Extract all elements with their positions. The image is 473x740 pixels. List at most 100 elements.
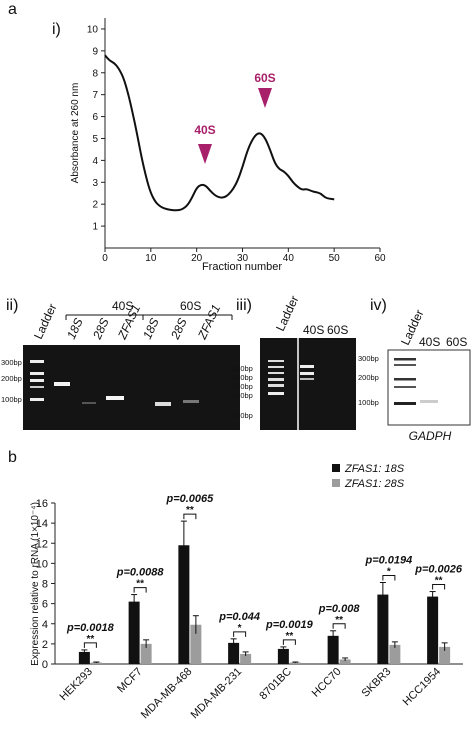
bar-y-tick-label: 16 (36, 498, 48, 510)
gel-ii-marker-300: 300bp (1, 358, 22, 367)
significance-bracket (332, 623, 346, 629)
bar-28s (439, 646, 451, 664)
bar-28s (140, 643, 152, 664)
profile-y-tick-label: 3 (92, 178, 98, 189)
gel-ii-group-60s: 60S (180, 299, 201, 313)
gel-iii-marker-300: 300bp (232, 382, 253, 391)
significance-stars: ** (435, 576, 443, 587)
gel-iv-marker-200: 200bp (358, 373, 379, 382)
bar-y-tick-label: 14 (36, 518, 48, 530)
profile-x-tick-label: 60 (374, 253, 386, 264)
category-label: SKBR3 (359, 666, 393, 700)
legend-label-28s: ZFAS1: 28S (344, 478, 405, 490)
gel-ii-marker-200: 200bp (1, 374, 22, 383)
gel-iv-marker-300: 300bp (358, 354, 379, 363)
gel-ii-marker-100: 100bp (1, 395, 22, 404)
gel-ii (23, 345, 240, 430)
bar-18s (178, 545, 190, 664)
legend-swatch-18s (332, 464, 340, 472)
significance-stars: * (238, 623, 242, 634)
gel-iii-lane-60s: 60S (327, 323, 348, 337)
p-value-label: p=0.0088 (116, 567, 165, 579)
peak-40s-label: 40S (194, 123, 215, 137)
significance-bracket (183, 513, 197, 520)
significance-stars: ** (186, 505, 194, 516)
gel-iii-marker-400: 400bp (232, 373, 253, 382)
profile-y-tick-label: 6 (92, 112, 98, 123)
significance-bracket (282, 639, 296, 645)
gel-ii-lane-28s-40: 28S (90, 316, 112, 342)
profile-x-tick-label: 50 (329, 253, 341, 264)
gel-iii-lane-ladder: Ladder (273, 293, 301, 333)
significance-stars: ** (335, 615, 343, 626)
gel-ii-group-40s: 40S (112, 299, 133, 313)
profile-x-tick-label: 20 (191, 253, 203, 264)
gel-iv-marker-100: 100bp (358, 398, 379, 407)
bar-28s (289, 662, 301, 664)
category-label: MDA-MB-468 (139, 666, 195, 722)
p-value-label: p=0.044 (218, 611, 260, 623)
p-value-label: p=0.0194 (364, 554, 412, 566)
category-label: MCF7 (115, 666, 145, 696)
gel-ii-bands (30, 360, 199, 406)
significance-bracket (233, 631, 247, 637)
profile-y-tick-label: 10 (87, 24, 99, 35)
profile-x-ticks: 0 10 20 30 40 50 60 (102, 248, 386, 264)
bar-axes (54, 503, 463, 665)
significance-stars: ** (86, 634, 94, 645)
bar-chart-marks: **p=0.0018**p=0.0088**p=0.0065*p=0.044**… (66, 493, 463, 664)
bar-18s (427, 596, 439, 664)
profile-y-ticks: 1 2 3 4 5 6 7 8 9 10 (87, 24, 105, 233)
bar-18s (277, 648, 289, 664)
bar-28s (190, 624, 202, 664)
gel-iii-bands (268, 360, 314, 395)
profile-y-tick-label: 1 (92, 222, 98, 233)
category-label: HCC1954 (401, 666, 444, 709)
profile-y-tick-label: 4 (92, 156, 98, 167)
bar-y-axis-label: Expression relative to rRNA (1×10⁻⁴) (30, 502, 41, 666)
gel-iii-lane-40s: 40S (303, 323, 324, 337)
absorbance-curve (104, 54, 335, 212)
panel-a-label: a (8, 1, 17, 18)
bar-18s (228, 642, 240, 664)
peak-60s-label: 60S (254, 71, 275, 85)
profile-x-tick-label: 10 (145, 253, 157, 264)
peak-60s-arrow-icon (258, 88, 272, 108)
p-value-label: p=0.0065 (165, 493, 214, 505)
bar-y-tick-label: 4 (42, 619, 48, 631)
p-value-label: p=0.0019 (265, 619, 314, 631)
panel-a-iii-label: iii) (236, 297, 252, 314)
profile-axes (104, 18, 380, 249)
bar-legend: ZFAS1: 18S ZFAS1: 28S (332, 463, 405, 490)
profile-x-axis-label: Fraction number (202, 261, 282, 273)
panel-b-label: b (8, 449, 17, 466)
gel-iii-marker-500: 500bp (232, 364, 253, 373)
significance-bracket (432, 584, 446, 590)
gel-iv-bands (394, 358, 438, 405)
profile-x-tick-label: 40 (283, 253, 295, 264)
gel-iv-lane-40s: 40S (419, 335, 440, 349)
panel-a-iv-label: iv) (370, 297, 387, 314)
profile-y-tick-label: 9 (92, 46, 98, 57)
category-label: HCC70 (310, 666, 344, 700)
gel-iii-marker-100: 100bp (232, 411, 253, 420)
profile-y-tick-label: 2 (92, 200, 98, 211)
bar-y-tick-label: 0 (42, 659, 48, 671)
profile-y-tick-label: 8 (92, 68, 98, 79)
significance-bracket (382, 574, 396, 581)
significance-stars: * (387, 566, 391, 577)
significance-bracket (133, 587, 147, 593)
bar-28s (339, 659, 351, 664)
profile-y-tick-label: 5 (92, 134, 98, 145)
category-label: MDA-MB-231 (189, 666, 245, 722)
gel-ii-lane-28s-60: 28S (168, 316, 190, 342)
significance-stars: ** (136, 579, 144, 590)
gel-iv-gene-label: GADPH (409, 429, 452, 443)
bar-y-tick-label: 2 (42, 639, 48, 651)
legend-swatch-28s (332, 479, 340, 487)
gel-ii-lane-18s-40: 18S (64, 316, 86, 341)
legend-label-18s: ZFAS1: 18S (344, 463, 405, 475)
bar-y-tick-label: 6 (42, 599, 48, 611)
